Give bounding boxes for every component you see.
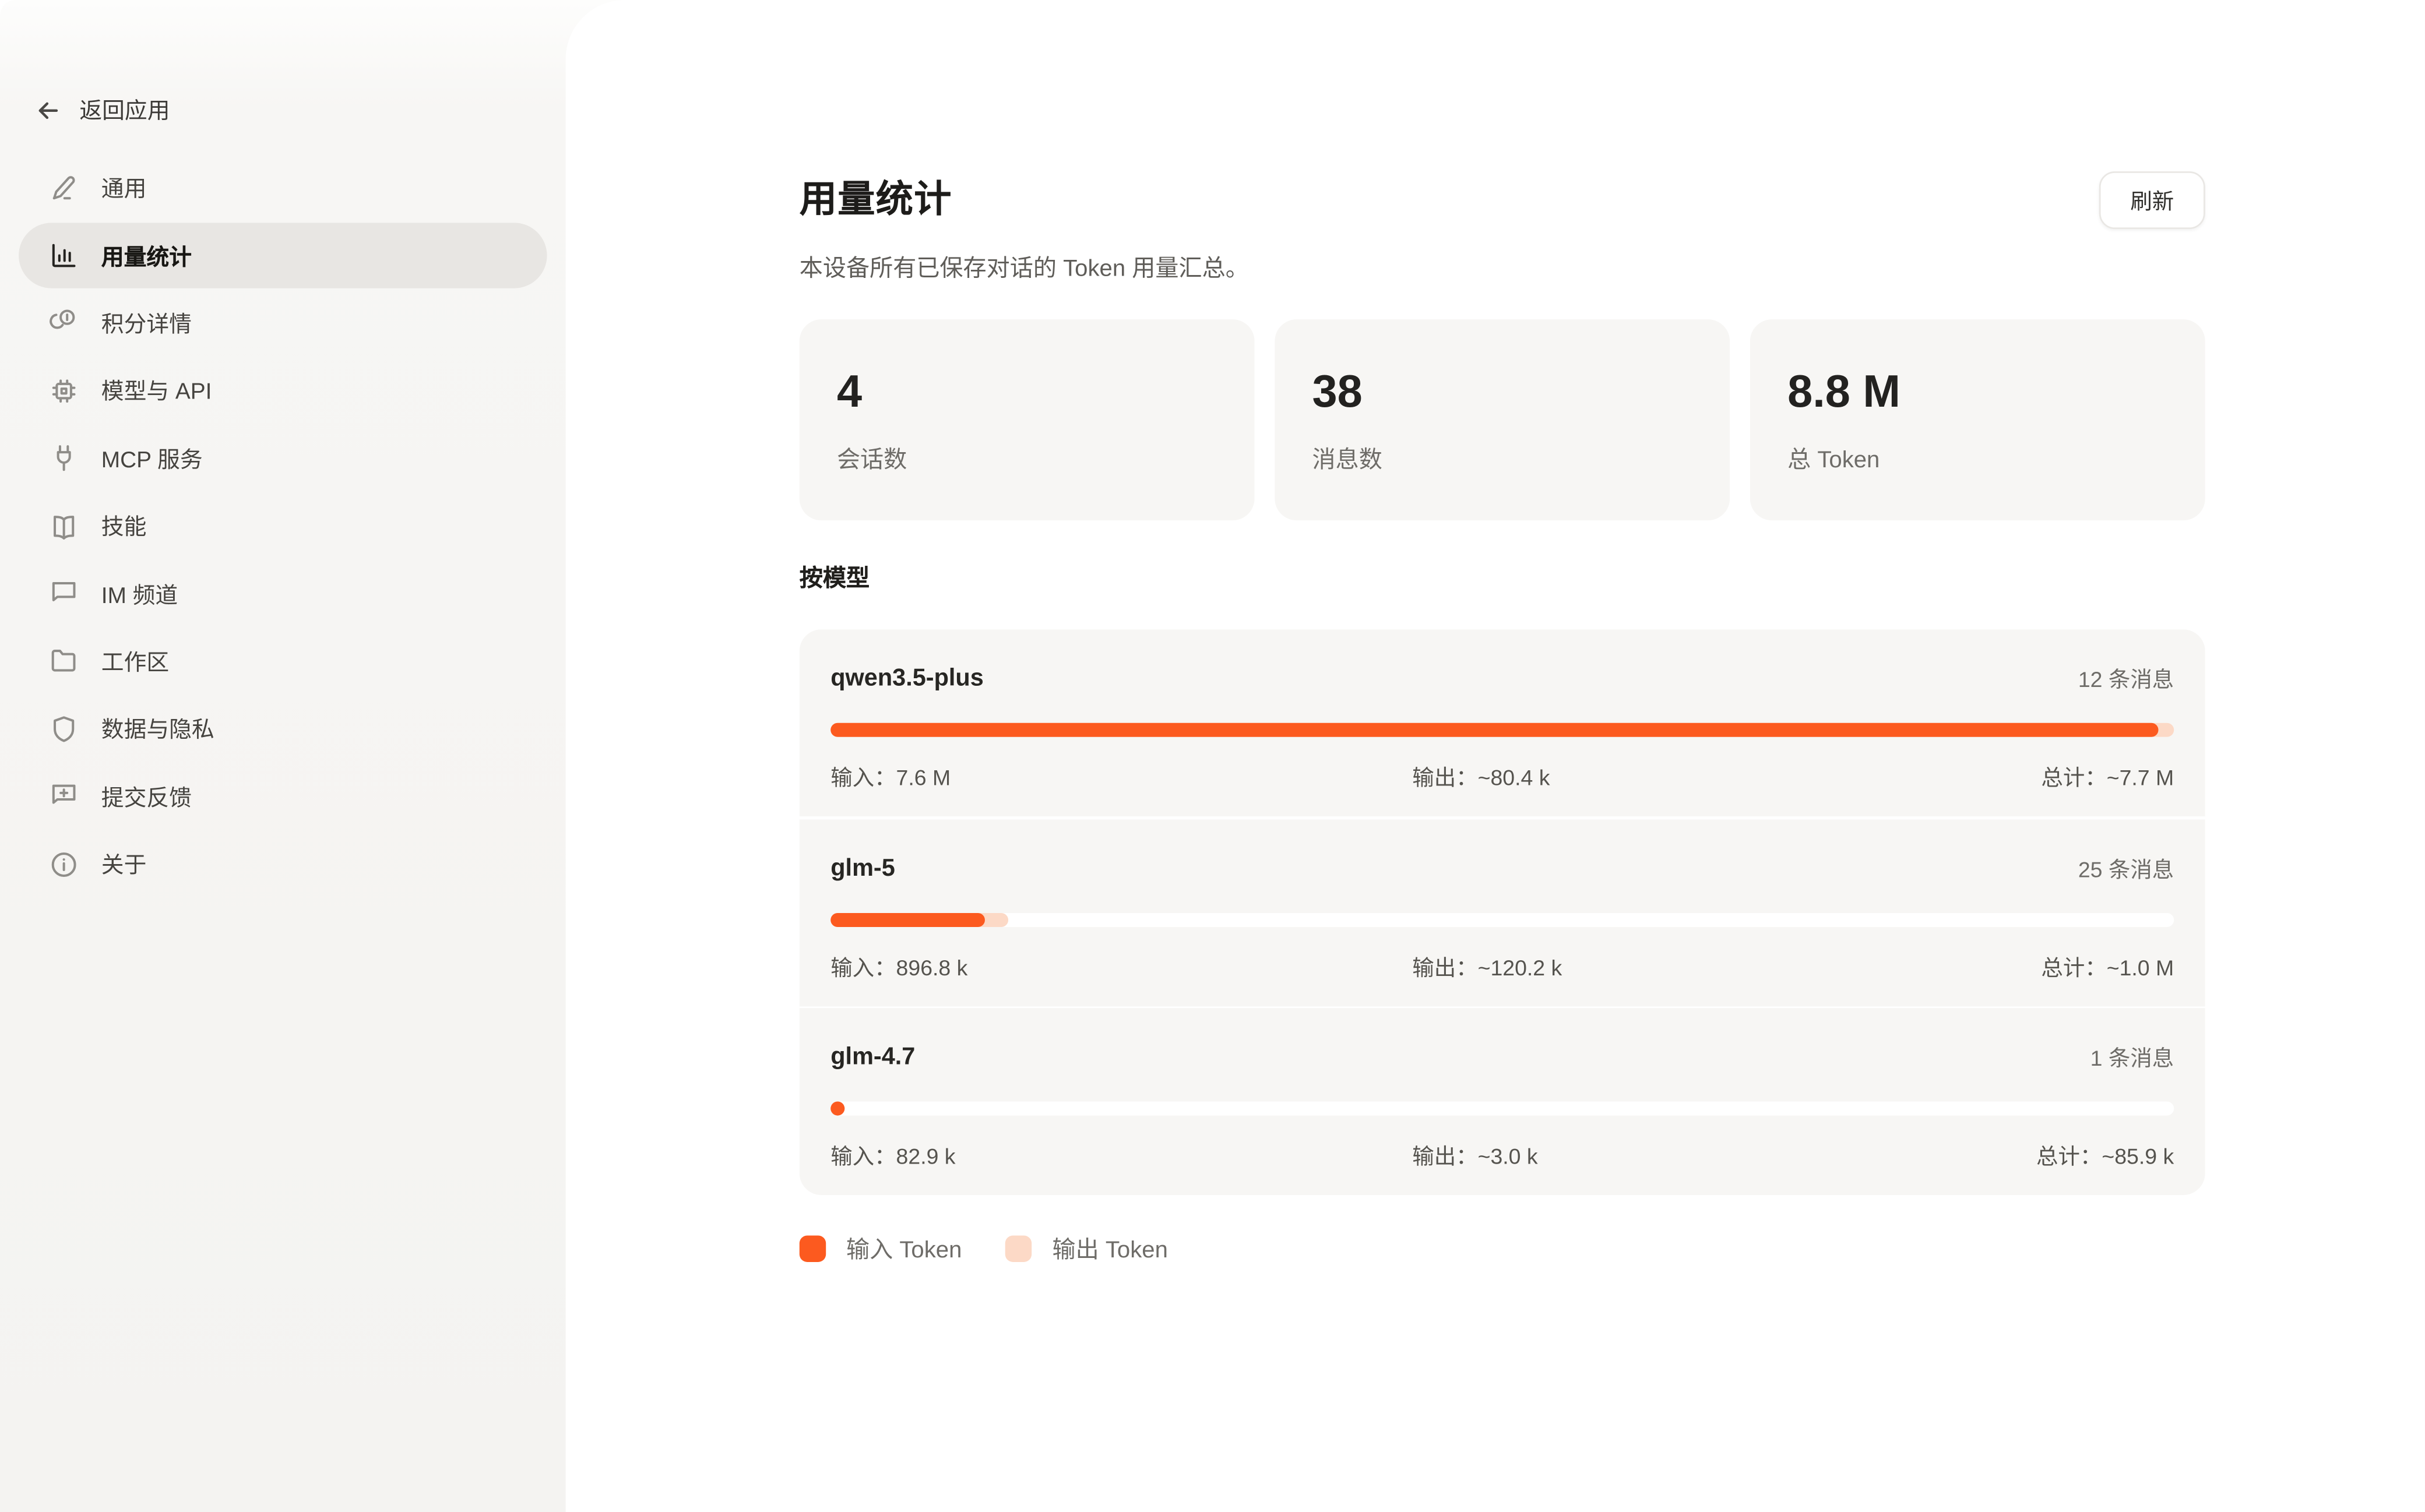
sidebar-item-label: 提交反馈 [101, 786, 192, 812]
sidebar-item-im-channels[interactable]: IM 频道 [19, 562, 547, 626]
sidebar-item-label: 工作区 [101, 651, 170, 676]
feedback-icon [48, 781, 79, 812]
sessions-card: 4 会话数 [799, 319, 1255, 521]
model-row-header: qwen3.5-plus 12 条消息 [830, 662, 2174, 696]
messages-label: 消息数 [1312, 447, 1382, 474]
by-model-heading: 按模型 [799, 565, 870, 593]
plug-icon [48, 443, 79, 474]
sidebar-item-about[interactable]: 关于 [19, 832, 547, 897]
bar-chart-icon [48, 240, 79, 271]
coins-icon [48, 308, 79, 339]
model-stats-line: 输入：896.8 k 输出：~120.2 k 总计：~1.0 M [830, 951, 2174, 982]
bar-input-fill [830, 1101, 844, 1116]
output-token-swatch [1005, 1235, 1032, 1262]
sidebar-item-label: MCP 服务 [101, 448, 203, 474]
input-tokens: 输入：82.9 k [830, 1143, 956, 1169]
token-usage-bar [830, 912, 2174, 926]
sidebar-item-feedback[interactable]: 提交反馈 [19, 764, 547, 829]
model-stats-line: 输入：7.6 M 输出：~80.4 k 总计：~7.7 M [830, 762, 2174, 793]
model-row-qwen: qwen3.5-plus 12 条消息 输入：7.6 M 输出：~80.4 k … [799, 629, 2205, 817]
total-tokens: 总计：~7.7 M [2041, 764, 2174, 790]
book-icon [48, 510, 79, 541]
legend-input: 输入 Token [799, 1232, 962, 1265]
legend-output: 输出 Token [1005, 1232, 1168, 1265]
sessions-label: 会话数 [836, 447, 907, 474]
bar-input-fill [830, 912, 986, 926]
token-usage-bar [830, 722, 2174, 737]
model-message-count: 1 条消息 [2090, 1045, 2174, 1071]
bar-input-fill [830, 722, 2158, 737]
chat-bubble-icon [48, 578, 79, 609]
arrow-left-icon [34, 96, 62, 124]
sidebar-item-label: 模型与 API [101, 380, 212, 406]
model-row-header: glm-4.7 1 条消息 [830, 1041, 2174, 1075]
back-to-app-button[interactable]: 返回应用 [34, 93, 547, 126]
model-message-count: 25 条消息 [2078, 856, 2174, 882]
sidebar-item-usage-stats[interactable]: 用量统计 [19, 223, 547, 288]
sidebar-item-label: 数据与隐私 [101, 718, 214, 744]
chip-icon [48, 375, 79, 406]
model-usage-list: qwen3.5-plus 12 条消息 输入：7.6 M 输出：~80.4 k … [799, 629, 2205, 1195]
total-tokens-label: 总 Token [1787, 447, 1880, 474]
total-tokens-value: 8.8 M [1787, 368, 1901, 418]
sidebar-item-label: 关于 [101, 854, 147, 879]
model-name: glm-5 [830, 854, 895, 882]
token-legend: 输入 Token 输出 Token [799, 1232, 2205, 1265]
sidebar-item-general[interactable]: 通用 [19, 156, 547, 220]
model-stats-line: 输入：82.9 k 输出：~3.0 k 总计：~85.9 k [830, 1140, 2174, 1171]
total-tokens-card: 8.8 M 总 Token [1750, 319, 2205, 521]
info-icon [48, 848, 79, 879]
model-name: qwen3.5-plus [830, 665, 984, 692]
input-tokens: 输入：7.6 M [830, 764, 951, 790]
refresh-button[interactable]: 刷新 [2099, 171, 2205, 230]
sidebar-item-mcp[interactable]: MCP 服务 [19, 427, 547, 491]
sidebar-item-workspace[interactable]: 工作区 [19, 629, 547, 694]
input-tokens: 输入：896.8 k [830, 954, 968, 979]
back-label: 返回应用 [79, 100, 170, 125]
model-row-glm5: glm-5 25 条消息 输入：896.8 k 输出：~120.2 k 总计：~… [799, 819, 2205, 1006]
summary-cards: 4 会话数 38 消息数 8.8 M 总 Token [799, 319, 2205, 521]
sessions-value: 4 [836, 368, 863, 418]
sidebar-item-models-api[interactable]: 模型与 API [19, 358, 547, 423]
output-token-label: 输出 Token [1052, 1237, 1168, 1264]
output-tokens: 输出：~3.0 k [1412, 1143, 1538, 1169]
total-tokens: 总计：~85.9 k [2036, 1143, 2174, 1169]
usage-stats-page: 用量统计 刷新 本设备所有已保存对话的 Token 用量汇总。 4 会话数 38… [799, 171, 2205, 1265]
model-name: glm-4.7 [830, 1044, 916, 1071]
page-header: 用量统计 刷新 [799, 171, 2205, 230]
output-tokens: 输出：~120.2 k [1412, 954, 1562, 979]
sidebar-item-data-privacy[interactable]: 数据与隐私 [19, 697, 547, 762]
sidebar-item-label: 技能 [101, 516, 147, 541]
page-subtitle: 本设备所有已保存对话的 Token 用量汇总。 [799, 255, 1249, 282]
sidebar-item-skills[interactable]: 技能 [19, 494, 547, 559]
input-token-label: 输入 Token [846, 1237, 962, 1264]
messages-value: 38 [1312, 368, 1363, 418]
model-row-glm47: glm-4.7 1 条消息 输入：82.9 k 输出：~3.0 k 总计：~85… [799, 1008, 2205, 1195]
model-message-count: 12 条消息 [2078, 667, 2174, 692]
pencil-icon [48, 172, 79, 203]
sidebar-item-label: 积分详情 [101, 313, 192, 339]
sidebar-item-label: 通用 [101, 178, 147, 203]
sidebar: 返回应用 通用 用量统计 积分详情 [0, 0, 566, 1512]
output-tokens: 输出：~80.4 k [1412, 764, 1550, 790]
total-tokens: 总计：~1.0 M [2041, 954, 2174, 979]
folder-icon [48, 646, 79, 676]
sidebar-nav: 通用 用量统计 积分详情 模型与 API [19, 156, 547, 899]
token-usage-bar [830, 1101, 2174, 1116]
page-title: 用量统计 [799, 178, 952, 221]
sidebar-item-credits[interactable]: 积分详情 [19, 291, 547, 355]
shield-icon [48, 713, 79, 744]
sidebar-item-label: IM 频道 [101, 583, 178, 609]
sidebar-item-label: 用量统计 [101, 245, 192, 271]
input-token-swatch [799, 1235, 826, 1262]
content-panel: 用量统计 刷新 本设备所有已保存对话的 Token 用量汇总。 4 会话数 38… [565, 0, 2425, 1512]
model-row-header: glm-5 25 条消息 [830, 851, 2174, 886]
messages-card: 38 消息数 [1275, 319, 1730, 521]
